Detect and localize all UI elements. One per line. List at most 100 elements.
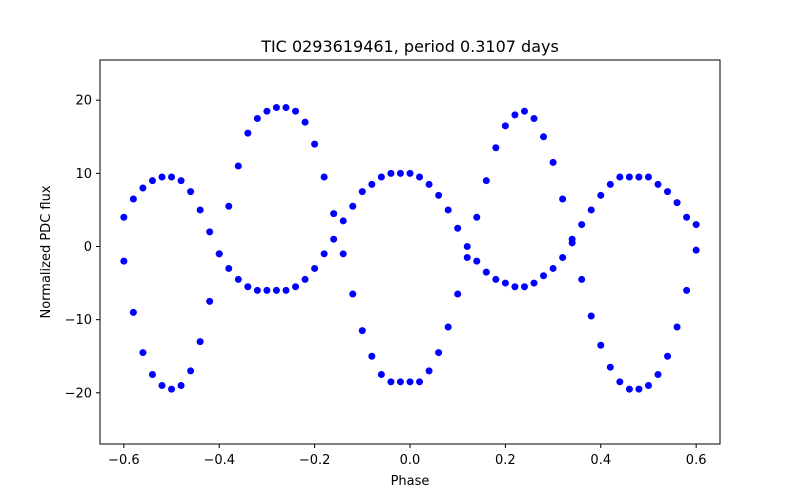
data-point: [606, 363, 614, 371]
data-point: [616, 173, 624, 181]
data-point: [511, 111, 519, 119]
data-point: [377, 173, 385, 181]
data-point: [158, 173, 166, 181]
data-point: [234, 275, 242, 283]
data-point: [168, 385, 176, 393]
data-point: [358, 188, 366, 196]
data-point: [559, 195, 567, 203]
data-point: [196, 338, 204, 346]
data-point: [263, 286, 271, 294]
y-tick-label: 20: [75, 94, 92, 109]
scatter-points: [120, 104, 700, 393]
data-point: [139, 184, 147, 192]
data-point: [578, 221, 586, 229]
data-point: [673, 323, 681, 331]
data-point: [244, 283, 252, 291]
data-point: [587, 312, 595, 320]
y-tick-label: −20: [65, 386, 92, 401]
data-point: [349, 202, 357, 210]
data-point: [148, 371, 156, 379]
y-axis-ticks: −20 −10 0 10 20: [65, 94, 100, 401]
data-point: [635, 173, 643, 181]
data-point: [425, 367, 433, 375]
data-point: [463, 253, 471, 261]
data-point: [139, 349, 147, 357]
data-point: [606, 180, 614, 188]
data-point: [673, 199, 681, 207]
data-point: [129, 308, 137, 316]
data-point: [320, 250, 328, 258]
y-tick-label: 10: [75, 167, 92, 182]
x-tick-label: 0.0: [400, 453, 421, 468]
data-point: [263, 107, 271, 115]
data-point: [454, 224, 462, 232]
data-point: [683, 286, 691, 294]
data-point: [311, 140, 319, 148]
data-point: [206, 228, 214, 236]
data-point: [406, 378, 414, 386]
data-point: [387, 169, 395, 177]
data-point: [272, 104, 280, 112]
data-point: [330, 210, 338, 218]
data-point: [435, 349, 443, 357]
data-point: [549, 264, 557, 272]
data-point: [692, 246, 700, 254]
data-point: [406, 169, 414, 177]
data-point: [654, 371, 662, 379]
data-point: [425, 180, 433, 188]
x-tick-label: 0.6: [686, 453, 707, 468]
data-point: [177, 381, 185, 389]
data-point: [454, 290, 462, 298]
data-point: [311, 264, 319, 272]
data-point: [368, 352, 376, 360]
data-point: [482, 177, 490, 185]
data-point: [482, 268, 490, 276]
data-point: [244, 129, 252, 137]
data-point: [463, 243, 471, 251]
data-point: [349, 290, 357, 298]
data-point: [292, 107, 300, 115]
data-point: [282, 286, 290, 294]
data-point: [253, 115, 261, 123]
data-point: [187, 188, 195, 196]
data-point: [692, 221, 700, 229]
data-point: [597, 191, 605, 199]
data-point: [473, 257, 481, 265]
data-point: [625, 385, 633, 393]
y-tick-label: 0: [84, 240, 92, 255]
data-point: [120, 257, 128, 265]
chart-title: TIC 0293619461, period 0.3107 days: [260, 37, 559, 56]
data-point: [292, 283, 300, 291]
data-point: [215, 250, 223, 258]
data-point: [301, 275, 309, 283]
data-point: [206, 297, 214, 305]
data-point: [158, 381, 166, 389]
data-point: [625, 173, 633, 181]
data-point: [511, 283, 519, 291]
x-axis-ticks: −0.6 −0.4 −0.2 0.0 0.2 0.4 0.6: [108, 444, 706, 468]
data-point: [368, 180, 376, 188]
x-tick-label: −0.2: [299, 453, 331, 468]
x-tick-label: 0.4: [590, 453, 611, 468]
data-point: [654, 180, 662, 188]
data-point: [664, 352, 672, 360]
y-axis-label: Normalized PDC flux: [39, 185, 54, 318]
data-point: [129, 195, 137, 203]
data-point: [120, 213, 128, 221]
data-point: [520, 283, 528, 291]
data-point: [282, 104, 290, 112]
data-point: [272, 286, 280, 294]
data-point: [387, 378, 395, 386]
data-point: [444, 323, 452, 331]
data-point: [492, 144, 500, 152]
data-point: [301, 118, 309, 126]
data-point: [253, 286, 261, 294]
data-point: [530, 279, 538, 287]
data-point: [578, 275, 586, 283]
data-point: [644, 381, 652, 389]
data-point: [492, 275, 500, 283]
data-point: [549, 158, 557, 166]
plot-frame: [99, 59, 721, 445]
data-point: [444, 206, 452, 214]
